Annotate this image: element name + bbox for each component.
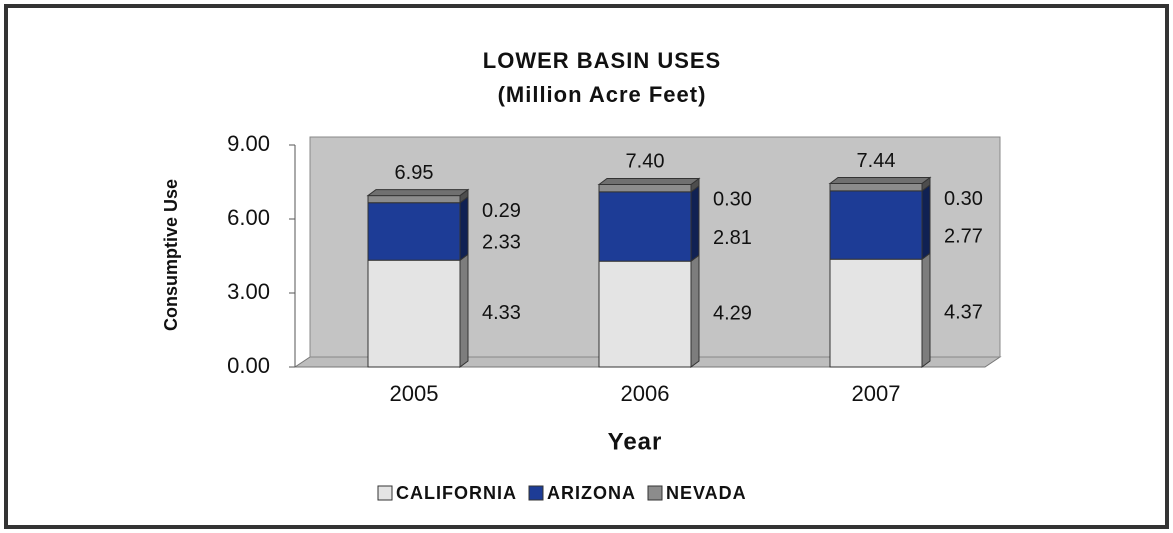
- bar-segment: [367, 202, 461, 261]
- bar-side: [690, 254, 700, 368]
- data-label: 2.33: [482, 232, 521, 254]
- x-tick-label: 2005: [390, 381, 439, 406]
- bar-segment: [829, 190, 923, 260]
- bar-segment: [598, 183, 692, 193]
- x-tick-label: 2006: [621, 381, 670, 406]
- chart-title: LOWER BASIN USES: [483, 48, 721, 73]
- y-axis-label: Consumptive Use: [161, 179, 181, 331]
- bar-side: [459, 195, 469, 262]
- legend-swatch: [377, 485, 393, 501]
- total-label: 7.44: [857, 150, 896, 172]
- y-tick-label: 6.00: [227, 205, 270, 230]
- bar-top: [366, 189, 470, 197]
- total-label: 6.95: [395, 162, 434, 184]
- bar-side: [690, 184, 700, 263]
- legend-swatch: [528, 485, 544, 501]
- bar-segment: [367, 259, 461, 368]
- data-label: 0.30: [713, 189, 752, 211]
- bar-side: [921, 252, 931, 368]
- data-label: 0.30: [944, 188, 983, 210]
- bar-segment: [829, 258, 923, 368]
- bar-top: [828, 176, 932, 184]
- y-tick-label: 9.00: [227, 131, 270, 156]
- data-label: 4.33: [482, 302, 521, 324]
- total-label: 7.40: [626, 151, 665, 173]
- x-axis-label: Year: [608, 428, 663, 455]
- chart-subtitle: (Million Acre Feet): [498, 82, 707, 107]
- data-label: 2.81: [713, 227, 752, 249]
- bar-top: [597, 177, 701, 185]
- legend-label: ARIZONA: [547, 483, 636, 503]
- bar-side: [921, 183, 931, 261]
- bar-segment: [598, 191, 692, 262]
- x-tick-label: 2007: [852, 381, 901, 406]
- y-tick-label: 3.00: [227, 279, 270, 304]
- bar-segment: [598, 260, 692, 368]
- legend-label: CALIFORNIA: [396, 483, 517, 503]
- bar-segment: [367, 195, 461, 204]
- data-label: 0.29: [482, 200, 521, 222]
- y-tick-label: 0.00: [227, 353, 270, 378]
- data-label: 4.29: [713, 302, 752, 324]
- legend-label: NEVADA: [666, 483, 747, 503]
- legend-swatch: [647, 485, 663, 501]
- bar-side: [459, 253, 469, 368]
- bar-segment: [829, 182, 923, 192]
- data-label: 4.37: [944, 301, 983, 323]
- data-label: 2.77: [944, 225, 983, 247]
